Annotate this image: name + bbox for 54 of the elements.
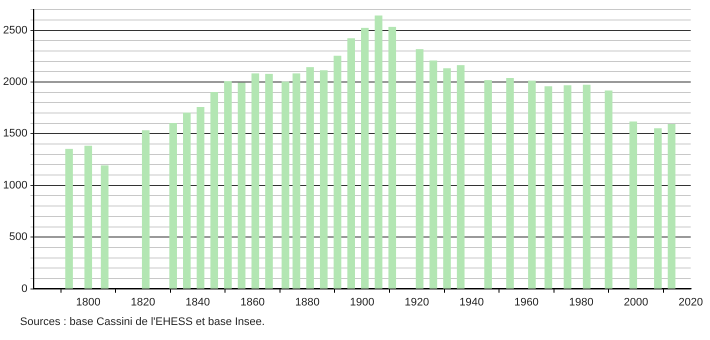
y-tick-label: 500 xyxy=(9,231,28,244)
bar xyxy=(169,123,177,289)
bar xyxy=(334,56,342,289)
bar xyxy=(654,128,662,289)
source-note: Sources : base Cassini de l'EHESS et base Insee. xyxy=(20,316,266,328)
bar xyxy=(347,38,355,289)
x-tick-label: 2020 xyxy=(678,296,704,308)
bar xyxy=(320,70,328,289)
bar xyxy=(629,121,638,289)
bar xyxy=(306,67,314,289)
bar xyxy=(224,81,232,289)
x-tick-label: 1840 xyxy=(186,296,210,308)
bar xyxy=(582,84,591,289)
x-tick-label: 1980 xyxy=(568,296,594,308)
bar xyxy=(100,165,109,289)
bar xyxy=(604,90,612,289)
y-tick-label: 1500 xyxy=(2,128,28,140)
bar xyxy=(210,92,218,289)
y-tick-label: 0 xyxy=(21,282,28,295)
bar xyxy=(84,146,92,289)
bar xyxy=(282,82,290,289)
bar xyxy=(443,68,451,289)
x-tick-label: 2000 xyxy=(624,296,648,308)
bar xyxy=(238,82,246,289)
bar xyxy=(429,60,438,289)
x-tick-label: 1820 xyxy=(130,296,156,308)
bar xyxy=(196,106,204,289)
x-tick-label: 1900 xyxy=(350,296,374,308)
bar xyxy=(564,85,572,289)
x-tick-label: 1940 xyxy=(459,296,484,308)
bar xyxy=(668,124,676,289)
x-tick-label: 1920 xyxy=(404,296,430,308)
bar xyxy=(142,130,150,289)
y-tick-label: 1000 xyxy=(2,179,28,192)
bar xyxy=(456,65,465,289)
y-tick-label: 2000 xyxy=(2,76,28,88)
bar xyxy=(361,28,369,289)
bar xyxy=(65,148,73,289)
bar xyxy=(388,26,396,289)
bar xyxy=(183,112,191,289)
x-tick-label: 1880 xyxy=(295,296,320,308)
y-tick-label: 2500 xyxy=(2,24,28,36)
bar xyxy=(265,74,273,289)
bar xyxy=(292,73,300,289)
bar xyxy=(374,15,382,289)
bar xyxy=(506,78,514,289)
x-tick-label: 1800 xyxy=(76,296,100,308)
bar xyxy=(528,80,536,289)
bar xyxy=(251,73,260,289)
bar xyxy=(416,49,424,289)
x-tick-label: 1860 xyxy=(240,296,265,308)
x-tick-label: 1960 xyxy=(514,296,539,308)
bar xyxy=(484,80,492,289)
bar xyxy=(544,86,552,289)
